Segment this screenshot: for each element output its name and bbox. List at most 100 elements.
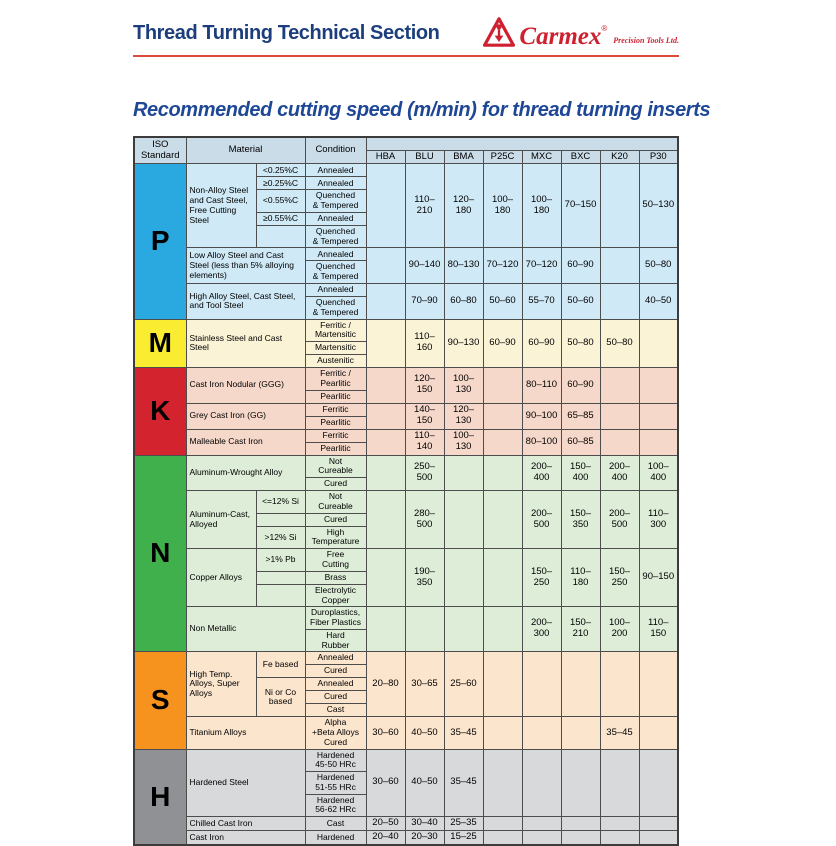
material-cell: Cast Iron Nodular (GGG) [185, 367, 306, 404]
material-sub-cell: <0.55%C [255, 189, 306, 213]
material-sub-cell: Ni or Co based [255, 677, 306, 718]
material-cell: Cast Iron [185, 830, 306, 846]
col-header-k20: K20 [599, 149, 640, 165]
speed-value-k20 [599, 651, 640, 718]
speed-value-blu: 110–160 [404, 318, 445, 369]
speed-value-mxc: 80–110 [521, 367, 562, 404]
condition-cell: Not Cureable [304, 454, 367, 479]
condition-cell: Cured [304, 690, 367, 705]
speed-value-bma [443, 606, 484, 653]
condition-cell: Cast [304, 703, 367, 718]
speed-value-bxc: 150–400 [560, 454, 601, 492]
speed-value-hba [365, 548, 406, 608]
registered-mark: ® [601, 24, 608, 33]
speed-value-blu: 120–150 [404, 367, 445, 404]
condition-cell: Cured [304, 477, 367, 492]
speed-value-bma: 25–60 [443, 651, 484, 718]
speed-value-bxc [560, 830, 601, 846]
speed-value-p25c: 50–60 [482, 283, 523, 320]
speed-value-p30 [638, 816, 679, 832]
speed-value-bma: 90–130 [443, 318, 484, 369]
speed-value-blu: 40–50 [404, 748, 445, 818]
table-title: Recommended cutting speed (m/min) for th… [133, 99, 711, 121]
speed-value-mxc: 90–100 [521, 402, 562, 430]
condition-cell: Alpha +Beta Alloys Cured [304, 716, 367, 750]
condition-cell: Annealed [304, 176, 367, 191]
material-cell: Aluminum-Wrought Alloy [185, 454, 306, 492]
speed-value-blu: 70–90 [404, 283, 445, 320]
speed-value-k20 [599, 816, 640, 832]
speed-value-p25c [482, 490, 523, 550]
material-header: Material [185, 136, 306, 165]
condition-cell: Cured [304, 512, 367, 527]
material-cell: Stainless Steel and Cast Steel [185, 318, 306, 369]
material-sub-cell: >1% Pb [255, 548, 306, 572]
grades-spanner [365, 136, 679, 151]
speed-value-p30 [638, 716, 679, 750]
condition-cell: Ferritic [304, 402, 367, 417]
speed-value-hba [365, 163, 406, 249]
condition-cell: High Temperature [304, 525, 367, 550]
speed-value-bma [443, 490, 484, 550]
condition-cell: Annealed [304, 677, 367, 692]
speed-value-bxc: 50–60 [560, 283, 601, 320]
speed-value-k20: 50–80 [599, 318, 640, 369]
col-header-bma: BMA [443, 149, 484, 165]
speed-value-mxc [521, 748, 562, 818]
speed-value-p30 [638, 651, 679, 718]
speed-value-k20: 35–45 [599, 716, 640, 750]
iso-letter-s: S [133, 651, 187, 750]
speed-value-k20 [599, 748, 640, 818]
speed-value-mxc [521, 816, 562, 832]
speed-value-mxc: 100–180 [521, 163, 562, 249]
material-cell: Titanium Alloys [185, 716, 306, 750]
speed-value-bxc: 65–85 [560, 402, 601, 430]
speed-value-bma: 100–130 [443, 428, 484, 456]
col-header-p30: P30 [638, 149, 679, 165]
material-cell: Malleable Cast Iron [185, 428, 306, 456]
speed-value-blu: 110–140 [404, 428, 445, 456]
brand-name: Carmex [519, 23, 602, 50]
material-sub-cell: >12% Si [255, 525, 306, 550]
speed-value-p25c: 60–90 [482, 318, 523, 369]
speed-value-p30: 110–150 [638, 606, 679, 653]
speed-value-bxc: 70–150 [560, 163, 601, 249]
speed-value-bma: 100–130 [443, 367, 484, 404]
condition-cell: Not Cureable [304, 490, 367, 514]
material-cell: Aluminum-Cast, Alloyed [185, 490, 257, 550]
speed-value-p25c [482, 454, 523, 492]
condition-cell: Hardened 56-62 HRc [304, 793, 367, 818]
speed-value-p25c [482, 428, 523, 456]
speed-value-mxc: 200–400 [521, 454, 562, 492]
speed-value-bma: 120–130 [443, 402, 484, 430]
speed-value-p25c: 70–120 [482, 247, 523, 285]
material-cell: Non-Alloy Steel and Cast Steel, Free Cut… [185, 163, 257, 249]
speed-value-k20: 200–400 [599, 454, 640, 492]
page: Thread Turning Technical Section Carmex®… [133, 0, 711, 846]
condition-cell: Martensitic [304, 341, 367, 356]
speed-value-hba [365, 454, 406, 492]
speed-value-bxc: 60–90 [560, 367, 601, 404]
material-cell: Hardened Steel [185, 748, 306, 818]
speed-value-blu: 30–65 [404, 651, 445, 718]
condition-cell: Hardened 45-50 HRc [304, 748, 367, 773]
condition-cell: Annealed [304, 283, 367, 298]
condition-cell: Quenched & Tempered [304, 189, 367, 213]
iso-letter-n: N [133, 454, 187, 653]
speed-value-mxc: 80–100 [521, 428, 562, 456]
speed-value-hba: 20–80 [365, 651, 406, 718]
speed-value-bma: 60–80 [443, 283, 484, 320]
speed-value-bma [443, 454, 484, 492]
speed-value-bxc [560, 748, 601, 818]
speed-value-p25c [482, 816, 523, 832]
iso-standard-header: ISO Standard [133, 136, 187, 165]
speed-value-blu: 110–210 [404, 163, 445, 249]
material-cell: High Temp. Alloys, Super Alloys [185, 651, 257, 718]
speed-value-p30 [638, 428, 679, 456]
speed-value-p30: 100–400 [638, 454, 679, 492]
condition-cell: Annealed [304, 163, 367, 178]
carmex-triangle-icon [483, 17, 516, 47]
speed-value-p30: 50–80 [638, 247, 679, 285]
speed-value-blu: 40–50 [404, 716, 445, 750]
speed-value-blu: 280–500 [404, 490, 445, 550]
